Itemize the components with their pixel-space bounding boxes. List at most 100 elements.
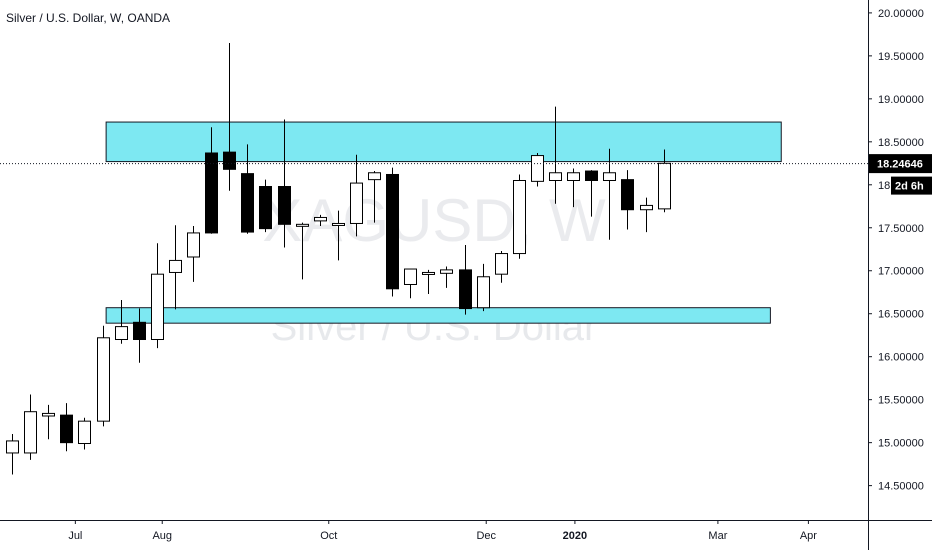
price-tick-label: 14.50000 — [878, 481, 924, 493]
candle — [440, 266, 453, 288]
candle — [187, 226, 200, 282]
time-tick-label: Dec — [476, 530, 496, 542]
countdown-badge — [891, 176, 932, 195]
candle-body-down — [621, 179, 634, 211]
price-tick-label: 16.50000 — [878, 309, 924, 321]
candle-body-up — [97, 337, 110, 422]
candle-body-down — [459, 269, 472, 310]
time-tick-label: 2020 — [563, 530, 587, 542]
candle-body-up — [6, 440, 19, 454]
countdown-label: 2d 6h — [895, 181, 924, 193]
candle — [567, 168, 580, 208]
candle-body-up — [296, 223, 309, 227]
candle-body-up — [187, 232, 200, 258]
candle-body-up — [115, 326, 128, 341]
candle-body-down — [386, 173, 399, 290]
candle-body-up — [404, 268, 417, 285]
candle-body-down — [133, 321, 146, 341]
candle — [78, 417, 91, 450]
candle-body-up — [567, 172, 580, 181]
candle-body-down — [241, 173, 254, 233]
candle — [386, 167, 399, 297]
candle-body-down — [205, 152, 218, 234]
candle — [6, 434, 19, 475]
candle — [531, 152, 544, 187]
candle — [169, 225, 182, 310]
last-price-label: 18.24646 — [877, 159, 923, 171]
price-tick-label: 18.50000 — [878, 137, 924, 149]
candle-body-down — [60, 414, 73, 444]
candle — [640, 197, 653, 233]
candle — [585, 170, 598, 217]
price-tick-label: 19.50000 — [878, 51, 924, 63]
price-tick-label: 17.50000 — [878, 223, 924, 235]
candle-body-up — [440, 269, 453, 274]
candle-body-up — [549, 172, 562, 181]
candle-body-up — [332, 222, 345, 226]
candle-body-up — [169, 259, 182, 273]
candle — [658, 149, 671, 213]
candle — [241, 144, 254, 234]
candle-body-up — [42, 412, 55, 417]
price-badges: 18.24646 2d 6h — [869, 154, 932, 195]
candle — [477, 263, 490, 312]
candle-body-up — [368, 172, 381, 181]
candle — [513, 174, 526, 259]
zone-rect-0[interactable] — [105, 121, 782, 163]
last-price-badge — [869, 154, 932, 174]
candle — [368, 171, 381, 223]
candle — [422, 269, 435, 294]
candle-body-up — [640, 204, 653, 211]
candle — [404, 268, 417, 299]
candle — [97, 325, 110, 427]
candle — [296, 222, 309, 280]
candle-body-down — [259, 186, 272, 230]
time-tick-label: Oct — [320, 530, 337, 542]
candle-body-up — [603, 172, 616, 181]
candle — [549, 106, 562, 204]
candle-body-up — [513, 179, 526, 255]
candle — [459, 244, 472, 315]
price-tick-label: 15.50000 — [878, 395, 924, 407]
zone-rect-1[interactable] — [105, 307, 771, 324]
price-tick-label: 15.00000 — [878, 438, 924, 450]
candles-layer — [6, 42, 671, 475]
candle — [42, 404, 55, 440]
candle — [205, 127, 218, 234]
chart-title: Silver / U.S. Dollar, W, OANDA — [6, 11, 170, 25]
candle-body-down — [585, 170, 598, 181]
zones-layer — [105, 121, 782, 324]
candle-body-up — [151, 273, 164, 341]
candle-body-up — [78, 420, 91, 445]
candle-body-up — [495, 253, 508, 275]
price-tick-label: 17.00000 — [878, 266, 924, 278]
candle-body-up — [24, 411, 37, 454]
time-tick-label: Mar — [708, 530, 727, 542]
candle — [151, 243, 164, 349]
time-tick-label: Apr — [800, 530, 817, 542]
candle — [495, 250, 508, 283]
candle — [332, 210, 345, 261]
candle-body-up — [422, 271, 435, 275]
candle — [259, 179, 272, 233]
watermark-symbol: XAGUSD, W — [262, 187, 606, 254]
price-tick-label: 20.00000 — [878, 8, 924, 20]
price-tick-label: 16.00000 — [878, 352, 924, 364]
candle-body-up — [658, 162, 671, 210]
candle-body-up — [350, 182, 363, 224]
candle — [223, 42, 236, 191]
time-axis[interactable]: Jul Aug Oct Dec 2020 Mar Apr — [68, 520, 817, 542]
time-tick-label: Aug — [152, 530, 172, 542]
candle — [60, 403, 73, 452]
candle — [115, 299, 128, 344]
price-tick-label: 19.00000 — [878, 94, 924, 106]
time-tick-label: Jul — [68, 530, 82, 542]
price-axis[interactable]: 20.0000019.5000019.0000018.5000018.00000… — [868, 8, 924, 493]
candle — [278, 119, 291, 248]
candle-body-up — [531, 155, 544, 182]
candle — [24, 394, 37, 460]
candle — [621, 170, 634, 230]
candle — [350, 154, 363, 237]
candle — [314, 214, 327, 227]
